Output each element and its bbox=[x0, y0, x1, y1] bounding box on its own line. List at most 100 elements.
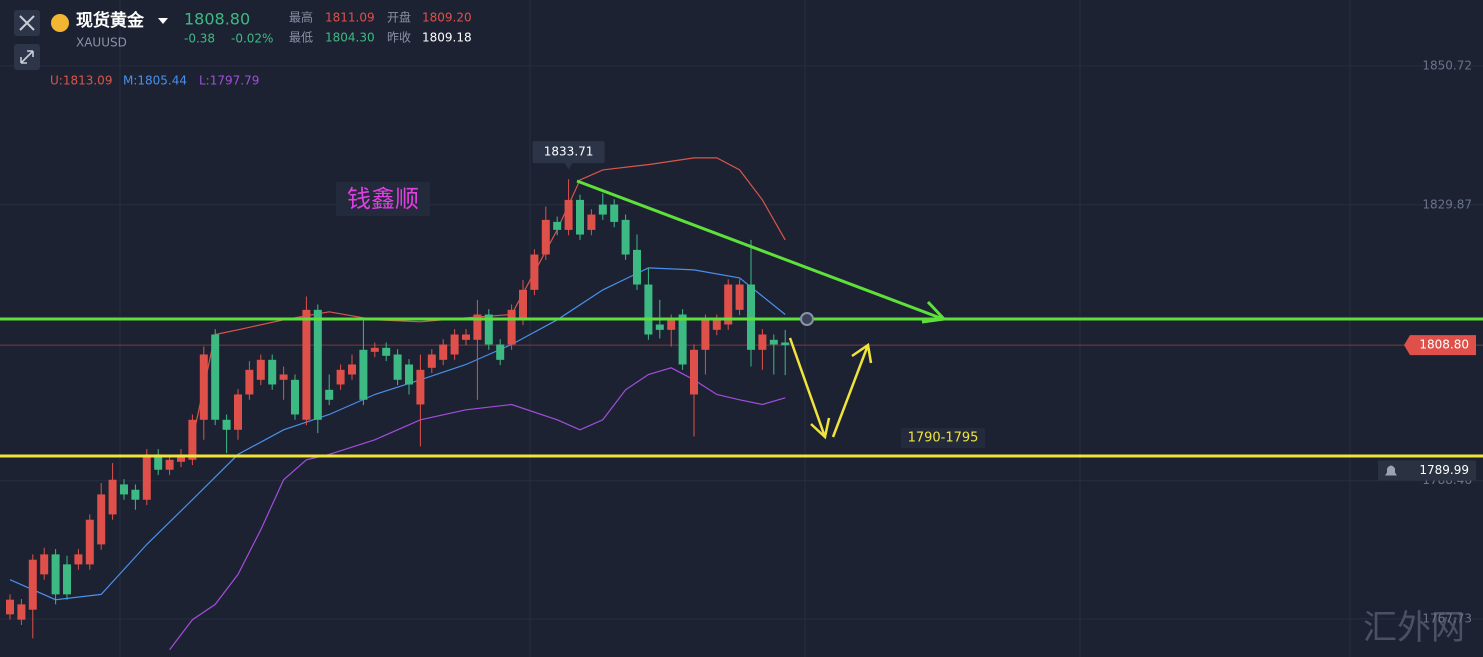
candle-body bbox=[769, 339, 778, 345]
candle-body bbox=[724, 284, 733, 325]
candle-body bbox=[291, 379, 299, 415]
candle-body bbox=[370, 347, 379, 352]
dropdown-caret[interactable] bbox=[158, 18, 168, 24]
candle-body bbox=[678, 314, 687, 365]
yellow-arrowhead bbox=[810, 417, 831, 440]
candle-body bbox=[97, 494, 106, 545]
symbol: XAUUSD bbox=[76, 36, 127, 50]
candle-body bbox=[199, 354, 208, 420]
candle-body bbox=[781, 342, 790, 346]
candle-body bbox=[234, 394, 242, 430]
candle-body bbox=[450, 334, 459, 355]
candle-body bbox=[758, 334, 767, 350]
candle-body bbox=[644, 284, 653, 335]
stat-value: 1811.09 bbox=[325, 11, 375, 25]
candle-body bbox=[393, 354, 402, 380]
target-box bbox=[901, 428, 985, 448]
overlay: 1850.721829.871788.461767.73U:1813.09M:1… bbox=[50, 58, 1476, 625]
candle-body bbox=[541, 219, 550, 255]
candle-body bbox=[416, 369, 425, 405]
candle-body bbox=[496, 344, 505, 360]
legend-entry: L:1797.79 bbox=[199, 74, 259, 88]
watermark: 汇外网 bbox=[1363, 608, 1465, 648]
alert-price-label: 1789.99 bbox=[1419, 463, 1469, 477]
candle-body bbox=[382, 347, 391, 356]
author-annotation: 钱鑫顺 bbox=[347, 185, 419, 213]
candle-body bbox=[6, 599, 14, 615]
y-tick-label: 1829.87 bbox=[1422, 197, 1472, 211]
instrument-name: 现货黄金 bbox=[76, 10, 145, 31]
yellow-arrow-down bbox=[788, 337, 827, 438]
last-price-tag bbox=[1404, 335, 1476, 356]
candle-body bbox=[473, 314, 482, 340]
candle-body bbox=[462, 334, 470, 340]
candle-body bbox=[553, 221, 562, 230]
candle-body bbox=[405, 364, 413, 385]
candle-body bbox=[245, 369, 254, 395]
candle-body bbox=[256, 359, 265, 380]
candle-body bbox=[165, 459, 174, 470]
stat-label: 最低 bbox=[289, 31, 313, 45]
candle-body bbox=[701, 319, 710, 350]
candle-body bbox=[348, 364, 356, 375]
candle-body bbox=[439, 344, 448, 360]
gold-icon bbox=[51, 14, 69, 32]
trend-line bbox=[576, 179, 944, 321]
stat-label: 开盘 bbox=[387, 10, 411, 25]
alert-bell bbox=[1385, 465, 1397, 476]
candle-body bbox=[667, 319, 676, 330]
candle-body bbox=[598, 204, 607, 215]
yellow-arrow-up bbox=[831, 344, 870, 438]
candle-body bbox=[142, 454, 151, 500]
candle-body bbox=[40, 554, 49, 575]
candle-body bbox=[211, 334, 220, 420]
legend-entry: M:1805.44 bbox=[123, 74, 187, 88]
high-callout-pointer bbox=[564, 163, 573, 170]
candle-body bbox=[313, 309, 322, 420]
band-line bbox=[9, 267, 786, 601]
candle-body bbox=[621, 219, 630, 255]
candle-body bbox=[188, 419, 197, 460]
yellow-arrowhead bbox=[851, 342, 873, 364]
candle-body bbox=[530, 254, 539, 290]
candle-body bbox=[120, 484, 128, 495]
candle-body bbox=[85, 519, 94, 565]
change-pct: -0.02% bbox=[231, 32, 273, 46]
stat-value: 1809.20 bbox=[422, 11, 472, 25]
target-annotation: 1790-1795 bbox=[908, 431, 979, 446]
candle-body bbox=[268, 359, 277, 385]
candle-body bbox=[587, 214, 596, 230]
line-handle[interactable] bbox=[800, 312, 814, 326]
candle-body bbox=[336, 369, 345, 385]
collapse-icon bbox=[20, 50, 34, 64]
candle-body bbox=[302, 309, 311, 420]
price: 1808.80 bbox=[184, 10, 250, 29]
stat-value: 1804.30 bbox=[325, 31, 375, 45]
candle-body bbox=[633, 249, 641, 285]
candle-body bbox=[28, 559, 37, 610]
candle-body bbox=[519, 289, 527, 320]
candle-body bbox=[131, 489, 140, 500]
legend-entry: U:1813.09 bbox=[50, 74, 112, 88]
candle-body bbox=[74, 554, 83, 565]
change: -0.38 bbox=[184, 32, 215, 46]
last-price-label: 1808.80 bbox=[1419, 338, 1469, 352]
y-tick-label: 1767.73 bbox=[1422, 611, 1472, 625]
candle-body bbox=[51, 554, 60, 595]
candle-body bbox=[655, 324, 664, 330]
annotation-box bbox=[336, 182, 430, 216]
y-tick-label: 1850.72 bbox=[1422, 58, 1472, 72]
candle-body bbox=[576, 199, 584, 235]
candle-body bbox=[610, 204, 619, 222]
high-callout-box bbox=[532, 141, 605, 164]
candle-body bbox=[177, 454, 185, 462]
candle-body bbox=[484, 314, 493, 345]
band-line bbox=[169, 367, 786, 651]
alert-tag bbox=[1378, 460, 1476, 481]
candles bbox=[6, 179, 790, 639]
candle-body bbox=[154, 454, 163, 470]
candle-body bbox=[564, 199, 573, 230]
candle-body bbox=[63, 564, 71, 595]
